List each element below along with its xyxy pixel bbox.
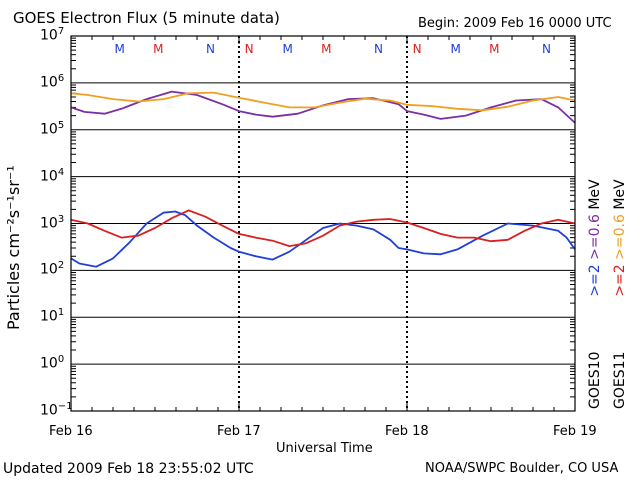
x-tick-label: Feb 16 [49,424,93,439]
mn-marker: M [489,42,499,56]
chart-title: GOES Electron Flux (5 minute data) [13,9,280,27]
x-axis-label: Universal Time [276,441,373,456]
y-tick-label: 105 [40,119,65,138]
legend-goes11-high: >=2 [612,264,628,297]
y-tick-label: 100 [40,354,65,372]
mn-marker: M [283,42,293,56]
plot-frame [70,35,576,412]
credit-label: NOAA/SWPC Boulder, CO USA [425,461,619,476]
x-tick-label: Feb 19 [553,424,597,439]
x-tick-label: Feb 17 [217,424,261,439]
y-tick-label: 10−1 [40,401,73,419]
series-line-3 [70,209,576,248]
updated-timestamp: Updated 2009 Feb 18 23:55:02 UTC [3,461,254,477]
legend-goes10-satellite: GOES10 [587,351,603,409]
y-axis-label: Particles cm⁻²s⁻¹sr⁻¹ [4,165,23,330]
mn-marker: M [451,42,461,56]
y-tick-label: 103 [40,213,65,232]
mn-marker: N [206,42,215,56]
y-tick-label: 101 [40,307,65,325]
begin-time-label: Begin: 2009 Feb 16 0000 UTC [418,16,612,31]
legend-goes11-unit: MeV [612,179,628,210]
x-tick-label: Feb 18 [385,424,429,439]
mn-marker: M [321,42,331,56]
series-line-2 [70,210,576,268]
y-tick-label: 104 [40,166,65,185]
mn-marker: N [413,42,422,56]
legend-goes11: GOES11 >=2 >=0.6 MeV [612,179,628,409]
series-line-1 [70,91,576,112]
legend-goes10-low: >=0.6 [587,214,603,260]
legend-goes10: GOES10 >=2 >=0.6 MeV [587,179,603,409]
legend-goes10-unit: MeV [587,179,603,210]
mn-marker: N [374,42,383,56]
mn-marker: M [115,42,125,56]
legend-goes11-satellite: GOES11 [612,351,628,409]
y-tick-label: 106 [40,72,65,91]
y-tick-label: 107 [40,26,65,44]
legend-goes11-low: >=0.6 [612,214,628,260]
legend-goes10-high: >=2 [587,264,603,297]
mn-marker: M [153,42,163,56]
mn-marker: N [245,42,254,56]
y-tick-label: 102 [40,260,65,279]
mn-marker: N [542,42,551,56]
